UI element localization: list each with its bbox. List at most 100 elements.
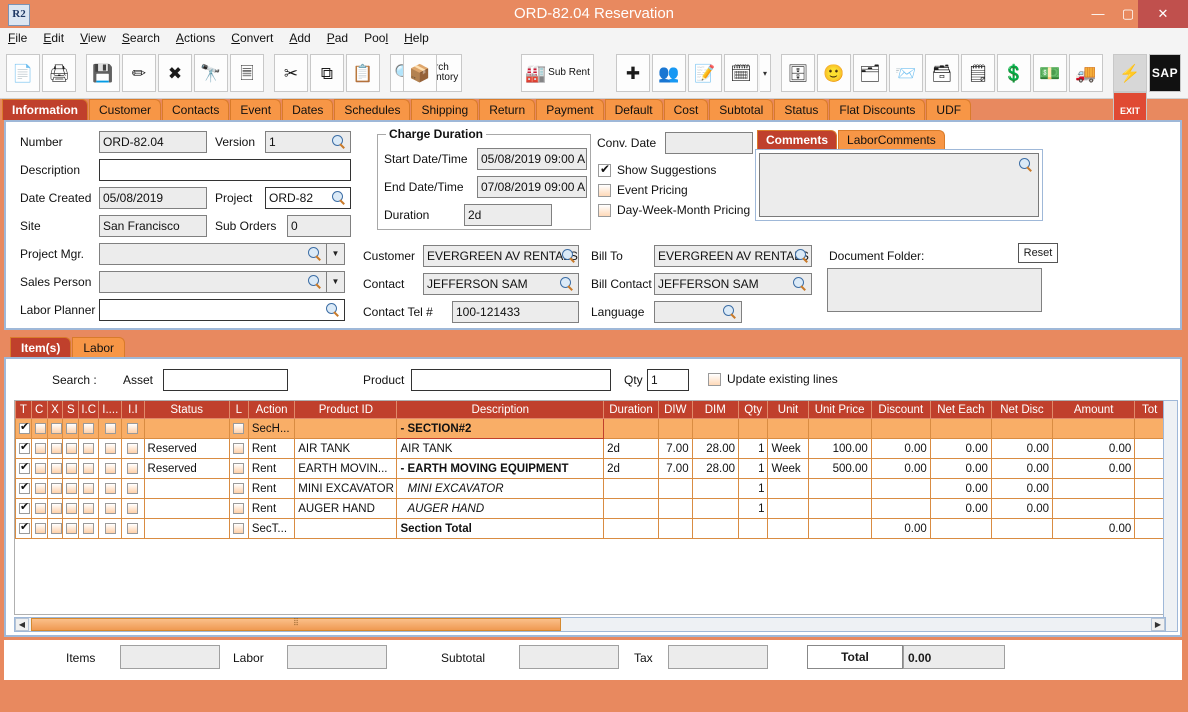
row-checkbox-cell[interactable] [62,418,80,439]
cell-dim[interactable] [691,518,739,539]
cell-amount[interactable] [1052,498,1136,519]
row-checkbox[interactable] [66,462,78,474]
row-checkbox-cell[interactable] [98,498,123,519]
cell-duration[interactable] [603,418,659,439]
row-checkbox-cell[interactable] [78,458,100,479]
row-checkbox[interactable] [34,502,46,514]
delivery-truck-icon[interactable]: 🚚 [1069,54,1103,92]
row-checkbox[interactable] [83,482,95,494]
language-search-icon[interactable] [722,304,738,320]
row-checkbox[interactable] [34,442,46,454]
column-header-i-i[interactable]: I.I [121,401,145,419]
smiley-icon[interactable]: 🙂 [817,54,851,92]
cell-duration[interactable]: 2d [603,458,659,479]
column-header-qty[interactable]: Qty [737,401,769,419]
row-checkbox-cell[interactable] [15,438,32,459]
contact-field[interactable]: JEFFERSON SAM [423,273,579,295]
column-header-discount[interactable]: Discount [870,401,931,419]
row-checkbox[interactable] [104,462,116,474]
cell-status[interactable] [143,418,230,439]
items-tab-labor[interactable]: Labor [72,337,126,358]
project-field[interactable]: ORD-82 [265,187,351,209]
labor-planner-field[interactable] [99,299,345,321]
row-checkbox-cell[interactable] [30,478,48,499]
cell-dim[interactable] [691,498,739,519]
column-header-description[interactable]: Description [396,401,605,419]
tab-shipping[interactable]: Shipping [411,99,479,120]
cell-duration[interactable] [603,498,659,519]
menu-item-file[interactable]: File [8,31,28,45]
cell-tot[interactable] [1134,478,1165,499]
print-icon[interactable]: 🖨 [42,54,76,92]
row-checkbox-cell[interactable] [78,498,100,519]
cell-product-id[interactable]: AIR TANK [294,438,398,459]
column-header-l[interactable]: L [228,401,249,419]
row-checkbox-cell[interactable] [46,438,64,459]
cell-net-each[interactable]: 0.00 [929,458,992,479]
row-l-checkbox[interactable] [233,422,245,434]
total-button[interactable]: Total [807,645,903,669]
row-l-checkbox[interactable] [233,442,245,454]
row-checkbox-cell[interactable] [78,438,100,459]
day-week-month-pricing-checkbox[interactable] [598,204,611,217]
row-checkbox-cell[interactable] [15,518,32,539]
cell-action[interactable]: Rent [247,498,296,519]
row-checkbox-cell[interactable] [98,518,123,539]
row-checkbox-cell[interactable] [62,478,80,499]
cell-description[interactable]: Section Total [396,518,605,539]
paste-icon[interactable]: 📋 [346,54,380,92]
cell-description[interactable]: MINI EXCAVATOR [396,478,605,499]
row-l-checkbox[interactable] [233,462,245,474]
comments-textarea[interactable] [759,153,1039,217]
cell-description[interactable]: - SECTION#2 [396,418,605,439]
column-header-unit[interactable]: Unit [767,401,809,419]
cell-description[interactable]: AUGER HAND [396,498,605,519]
checklist-icon[interactable]: 🗒 [961,54,995,92]
asset-input[interactable] [163,369,288,391]
tab-flat-discounts[interactable]: Flat Discounts [829,99,926,120]
row-checkbox-cell[interactable] [121,418,145,439]
row-checkbox[interactable] [19,460,30,474]
row-checkbox-cell[interactable] [121,478,145,499]
scroll-right-arrow-icon[interactable]: ▶ [1151,618,1165,631]
menu-item-search[interactable]: Search [121,31,160,45]
cell-qty[interactable]: 1 [737,498,769,519]
cell-net-disc[interactable]: 0.00 [990,458,1054,479]
tab-event[interactable]: Event [230,99,282,120]
cell-net-disc[interactable]: 0.00 [990,478,1054,499]
version-field[interactable]: 1 [265,131,351,153]
cell-discount[interactable]: 0.00 [870,438,931,459]
cell-tot[interactable] [1134,518,1165,539]
cell-status[interactable]: Reserved [143,438,230,459]
project-mgr-field[interactable] [99,243,327,265]
column-header-amount[interactable]: Amount [1052,401,1136,419]
row-checkbox[interactable] [19,500,30,514]
cell-net-each[interactable]: 0.00 [929,478,992,499]
row-checkbox-cell[interactable] [98,418,123,439]
customer-field[interactable]: EVERGREEN AV RENTALS [423,245,579,267]
tab-subtotal[interactable]: Subtotal [709,99,774,120]
sales-person-dropdown-icon[interactable]: ▼ [327,271,345,293]
delete-icon[interactable]: ✖ [158,54,192,92]
labor-planner-search-icon[interactable] [325,302,341,318]
shipping-icon[interactable]: 📨 [889,54,923,92]
bill-to-field[interactable]: EVERGREEN AV RENTALS [654,245,812,267]
row-checkbox-cell[interactable] [121,498,145,519]
bill-to-search-icon[interactable] [794,248,810,264]
row-checkbox-cell[interactable] [15,418,32,439]
cell-discount[interactable]: 0.00 [870,518,931,539]
conv-date-field[interactable] [665,132,753,154]
cell-qty[interactable] [737,418,769,439]
cell-amount[interactable] [1052,418,1136,439]
row-checkbox[interactable] [50,462,62,474]
power-flash-icon[interactable]: ⚡ [1113,54,1147,92]
column-header-s[interactable]: S [62,401,80,419]
row-checkbox-cell[interactable] [30,458,48,479]
cell-amount[interactable] [1052,478,1136,499]
column-header-duration[interactable]: Duration [603,401,659,419]
cell-net-each[interactable]: 0.00 [929,438,992,459]
product-input[interactable] [411,369,611,391]
contact-tel-field[interactable]: 100-121433 [452,301,579,323]
